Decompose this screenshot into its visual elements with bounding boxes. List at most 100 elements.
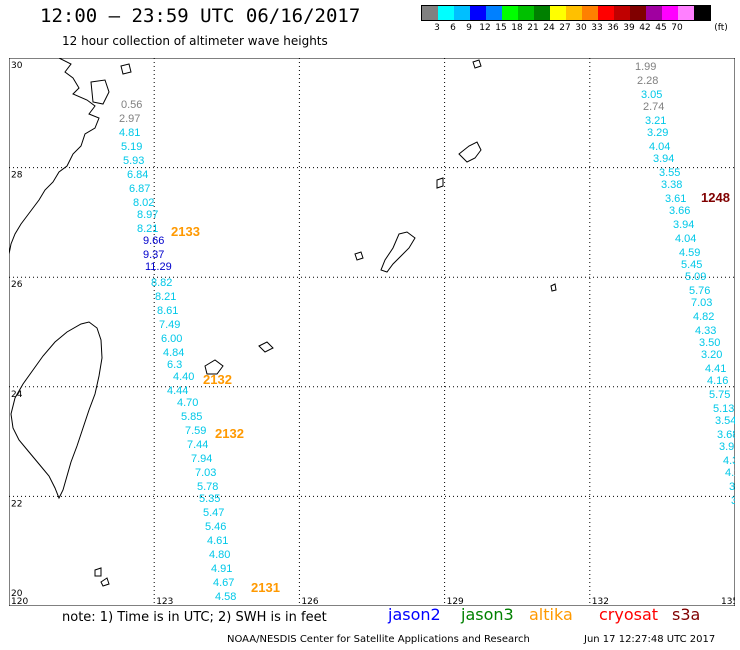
legend-tick-label: 33 [591,23,603,33]
legend-tick-label: 42 [639,23,651,33]
wave-height-label: 4.81 [119,127,140,139]
wave-height-label: 7.03 [691,297,712,309]
wave-height-label: 6.87 [129,183,150,195]
wave-height-label: 4.04 [675,233,696,245]
wave-height-label: 7.49 [159,319,180,331]
legend-ticks: 3 6 9 12 15 18 21 24 27 30 33 36 39 42 45 70 (ft) [421,21,728,33]
pass-number-label: 2132 [215,426,244,441]
axis-labels: 120 123 126 129 132 135 30 28 26 24 22 20 [11,61,735,606]
wave-height-label: 5.47 [203,507,224,519]
wave-height-label: 5.09 [685,271,706,283]
wave-height-label: 4.67 [213,577,234,589]
wave-height-label: 4.59 [679,247,700,259]
island-ishigaki [204,359,224,375]
wave-height-label: 8.61 [157,305,178,317]
longitude-label: 132 [592,597,609,606]
island-yakushima [472,59,482,69]
legend-tick-label: 70 [671,23,683,33]
wave-height-label: 4.40 [173,371,194,383]
longitude-label: 126 [301,597,318,606]
legend-tick-label: 24 [543,23,555,33]
legend-tick-label: 15 [495,23,507,33]
legend-swatch [694,6,710,20]
wave-height-label: 3. [731,495,735,507]
island-south-1 [94,567,102,577]
wave-height-label: 8.97 [137,209,158,221]
legend-swatch [470,6,486,20]
longitude-label: 135 [721,597,735,606]
wave-height-label: 9.37 [143,249,164,261]
legend-swatch [486,6,502,20]
wave-height-label: 3.9 [719,441,734,453]
legend-tick-label: 39 [623,23,635,33]
wave-height-label: 3.61 [665,193,686,205]
page-subtitle: 12 hour collection of altimeter wave hei… [62,34,328,48]
wave-height-map: 0.56 2.97 4.81 5.19 5.93 6.84 6.87 8.028.97 8.21… [9,58,735,606]
wave-height-label: 8.21 [137,223,158,235]
wave-height-label: 3.05 [641,89,662,101]
latitude-label: 20 [11,589,23,599]
wave-height-label: 5.13 [713,403,734,415]
wave-height-label: 5.78 [197,481,218,493]
legend-swatch [566,6,582,20]
legend-swatch [630,6,646,20]
wave-height-label: 4.61 [207,535,228,547]
legend-swatches [421,5,711,21]
altimeter-track-west: 0.56 2.97 4.81 5.19 5.93 6.84 6.87 8.028.97 8.21… [119,99,236,603]
wave-height-label: 7.44 [187,439,208,451]
satellite-name: s3a [672,605,701,624]
island-amami [458,141,482,163]
satellite-name: cryosat [599,605,659,624]
legend-tick-label: 27 [559,23,571,33]
wave-height-label: 3. [729,481,735,493]
wave-height-label: 4.3 [723,455,735,467]
legend-swatch [582,6,598,20]
credit-line: NOAA/NESDIS Center for Satellite Applica… [227,634,530,645]
graticule [9,58,735,606]
wave-height-label: 3.94 [673,219,694,231]
wave-height-label: 11.29 [145,261,172,273]
wave-height-label: 4.91 [211,563,232,575]
wave-height-label: 3.50 [699,337,720,349]
island-kume [354,251,364,261]
china-coastline [9,58,100,255]
wave-height-label: 5.35 [199,493,220,505]
wave-height-label: 5.19 [121,141,142,153]
legend-swatch [614,6,630,20]
wave-height-label: 8.02 [133,197,154,209]
pass-number-label: 2133 [171,224,200,239]
color-legend: 3 6 9 12 15 18 21 24 27 30 33 36 39 42 45 70 (ft) [421,5,728,33]
legend-swatch [678,6,694,20]
wave-height-label: 4.33 [695,325,716,337]
wave-height-label: 4.58 [215,591,236,603]
legend-unit: (ft) [714,23,728,33]
wave-height-label: 5.75 [709,389,730,401]
taiwan-coastline [10,321,103,500]
latitude-label: 30 [11,61,23,71]
wave-height-label: 4.80 [209,549,230,561]
longitude-label: 120 [11,597,28,606]
satellite-name: jason2 [388,605,441,624]
wave-height-label: 3.20 [701,349,722,361]
wave-height-label: 4.44 [167,385,188,397]
wave-height-label: 2.97 [119,113,140,125]
legend-swatch [422,6,438,20]
legend-tick-label: 12 [479,23,491,33]
wave-height-label: 7.94 [191,453,212,465]
legend-tick-label: 3 [434,23,440,33]
wave-height-label: 1.99 [635,61,656,73]
wave-height-label: 6.00 [161,333,182,345]
altimeter-track-east: 1.992.283.052.743.213.294.043.943.553.38… [635,61,735,507]
wave-height-label: 4.16 [707,375,728,387]
wave-height-label: 5.45 [681,259,702,271]
legend-swatch [518,6,534,20]
pass-labels: 2133 2132 2132 2131 1248 [171,190,730,595]
island-china-2 [120,63,132,75]
latitude-label: 26 [11,280,23,290]
wave-height-label: 6.84 [127,169,148,181]
legend-swatch [598,6,614,20]
satellite-name: jason3 [461,605,514,624]
satellite-name: altika [529,605,573,624]
longitude-label: 123 [156,597,173,606]
legend-swatch [646,6,662,20]
